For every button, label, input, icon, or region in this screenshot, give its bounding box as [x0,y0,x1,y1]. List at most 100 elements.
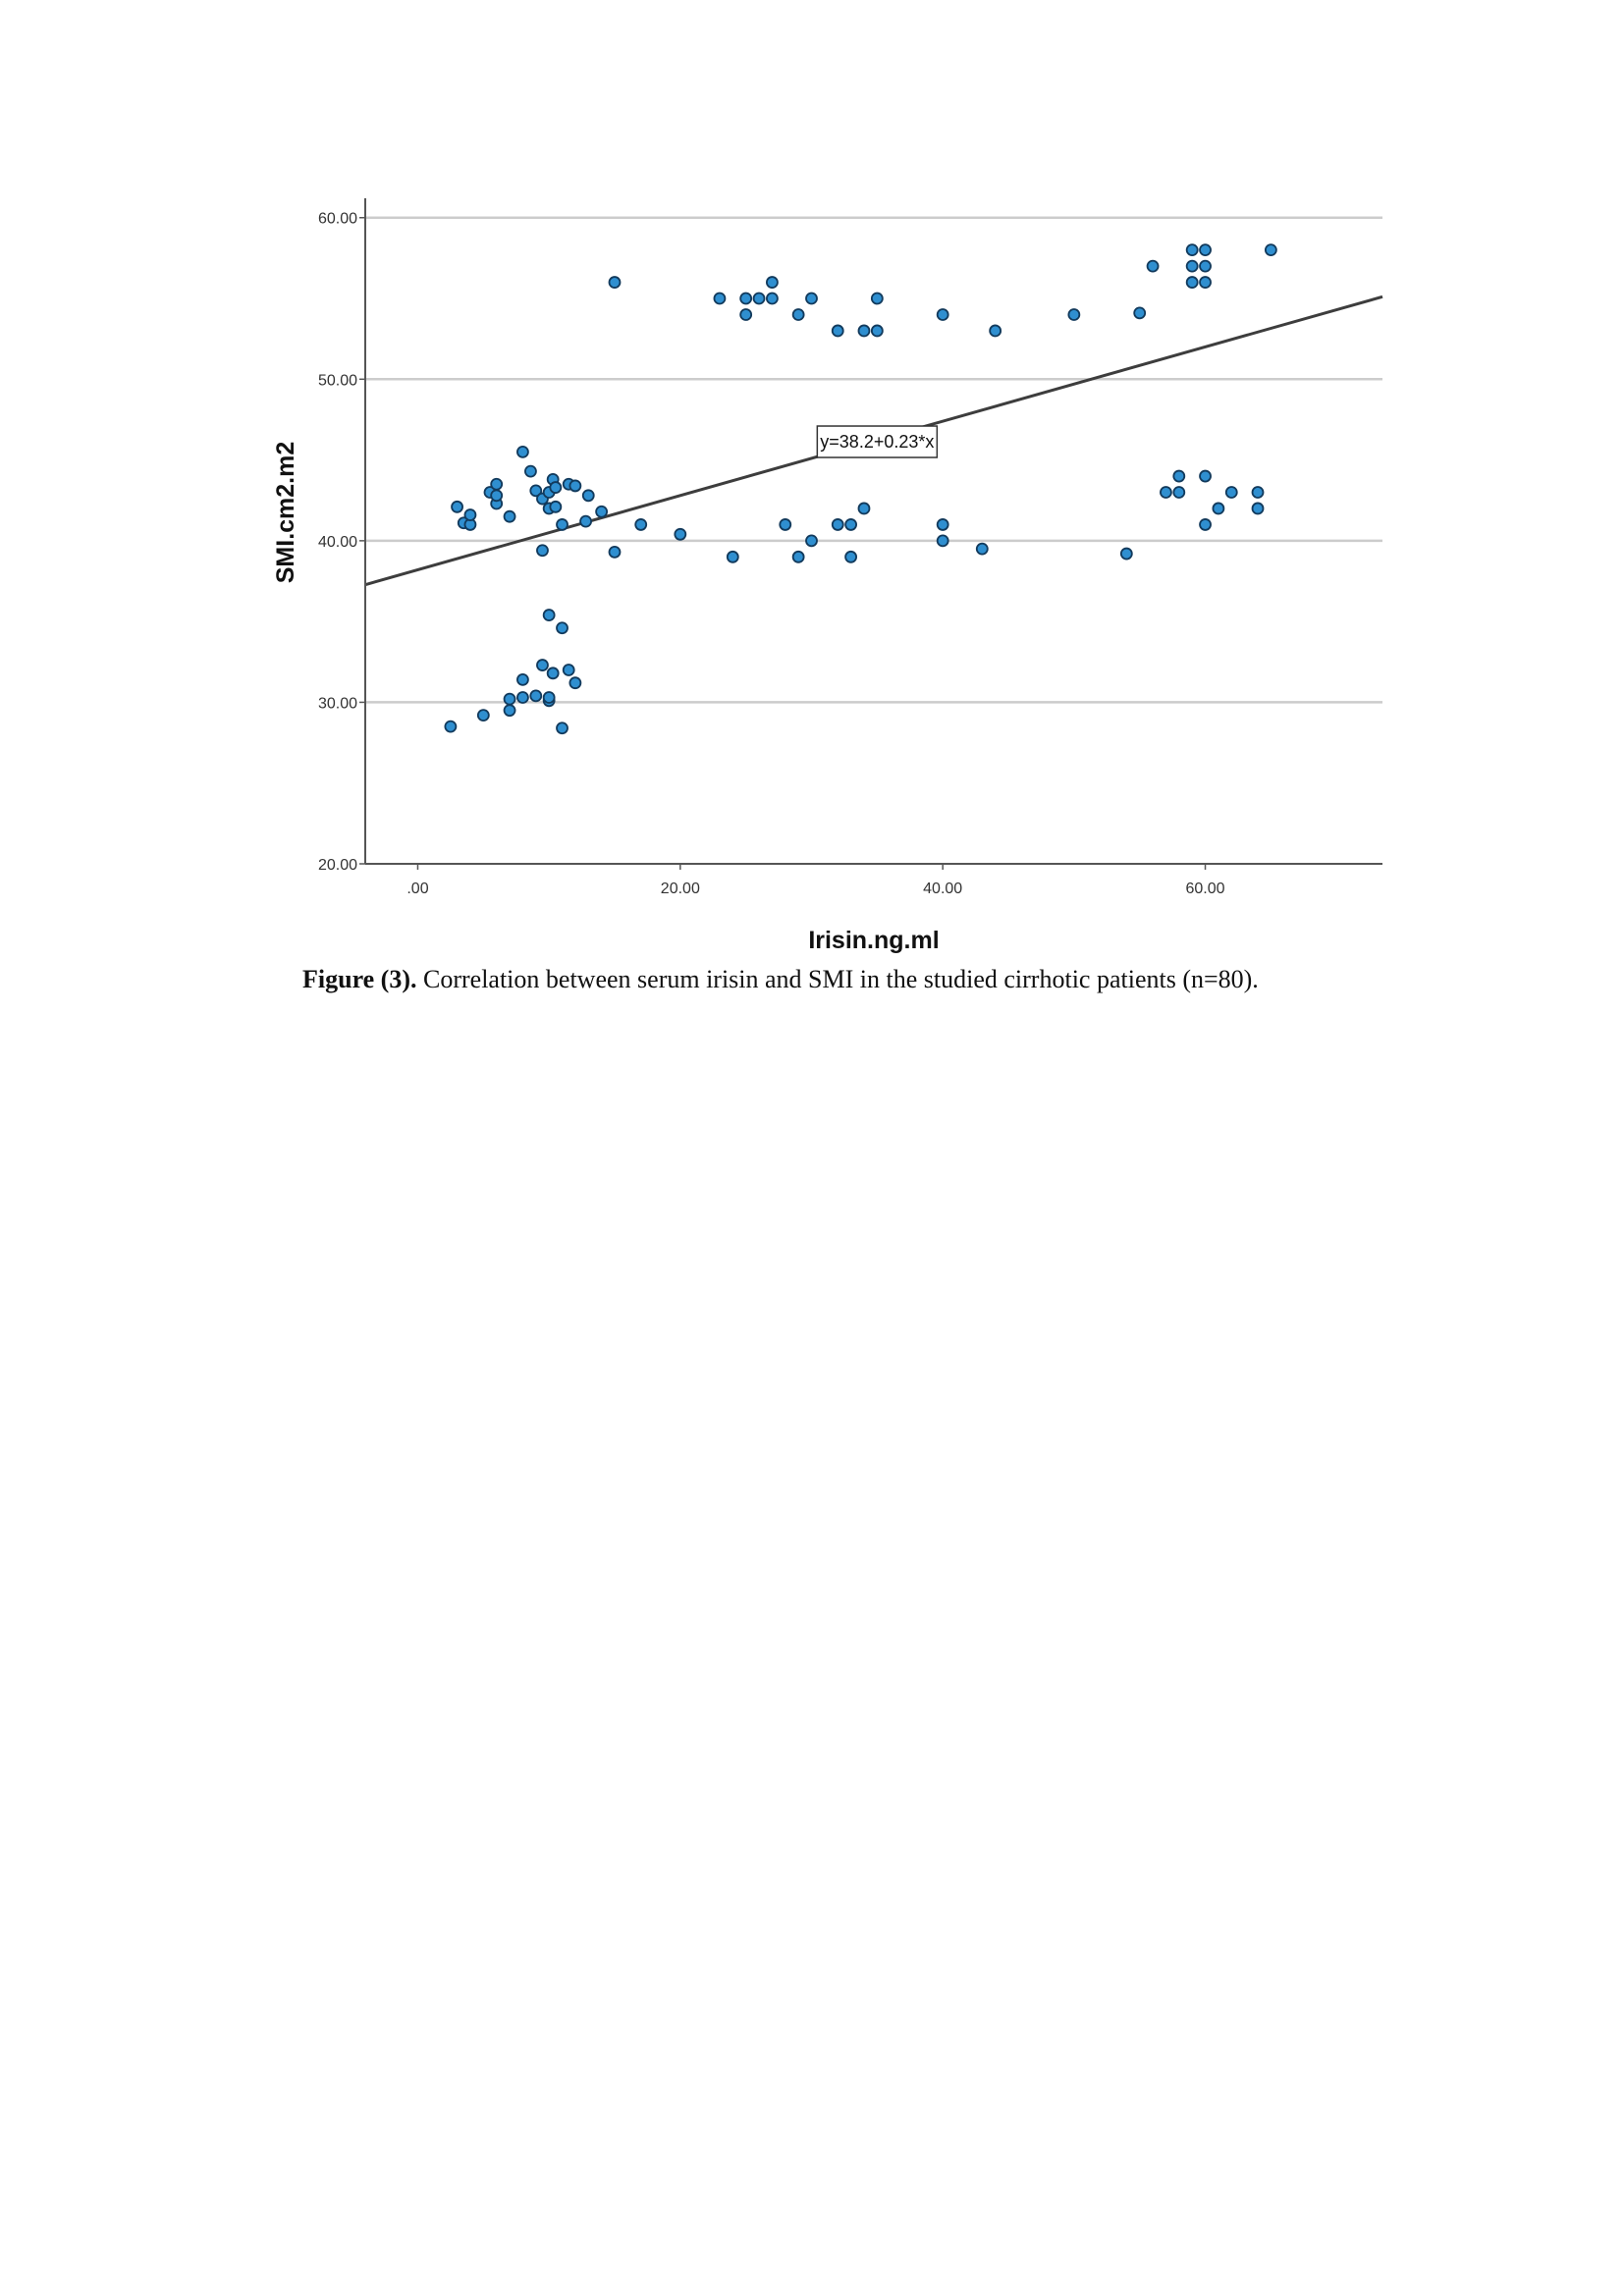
data-point [1251,502,1265,515]
data-points [444,243,1277,735]
data-point [739,308,753,321]
data-point [936,534,949,548]
y-tick-label: 40.00 [318,534,357,551]
y-tick-label: 60.00 [318,211,357,228]
data-point [529,689,543,703]
data-point [791,550,805,563]
data-point [451,500,463,513]
data-point [568,479,582,493]
data-point [536,544,549,558]
y-tick-label: 30.00 [318,695,357,712]
data-point [556,518,568,531]
data-point [546,667,560,680]
data-point [1119,547,1133,561]
data-point [1199,259,1212,273]
data-point [490,477,504,491]
data-point [752,292,766,305]
data-point [476,709,490,722]
data-point [1185,259,1199,273]
data-point [536,659,549,671]
data-point [1199,243,1212,257]
data-point [1172,469,1186,483]
tick-labels: 20.00 30.00 40.00 50.00 60.00 .00 20.00 40.00 60… [318,211,1225,897]
data-point [936,518,949,531]
gridlines [365,216,1382,704]
data-point [562,664,575,676]
data-point [713,292,727,305]
data-point [989,324,1002,338]
data-point [674,527,687,541]
x-tick-label: 20.00 [661,881,700,897]
data-point [936,308,949,321]
data-point [779,518,792,531]
data-point [1067,308,1081,321]
data-point [975,542,989,556]
data-point [1146,259,1160,273]
data-point [857,324,871,338]
figure-caption: Figure (3). Correlation between serum ir… [302,965,1481,994]
data-point [556,621,568,635]
data-point [1251,486,1265,499]
data-point [1199,469,1212,483]
data-point [516,672,529,686]
data-point [595,505,609,518]
data-point [766,292,779,305]
data-point [739,292,753,305]
data-point [1172,486,1186,499]
data-point [1160,486,1172,499]
data-point [1199,518,1212,531]
data-point [503,704,516,718]
data-point [503,692,516,706]
data-point [831,518,844,531]
data-point [524,464,537,478]
data-point [490,489,504,503]
data-point [726,550,739,563]
data-point [549,500,563,513]
data-point [1133,306,1147,320]
data-point [857,502,871,515]
data-point [529,484,543,498]
figure-caption-text: Correlation between serum irisin and SMI… [416,965,1259,993]
data-point [542,609,556,621]
figure-caption-label: Figure (3). [302,965,417,993]
data-point [581,489,595,503]
data-point [444,720,458,733]
data-point [568,676,582,690]
y-tick-label: 20.00 [318,857,357,874]
data-point [831,324,844,338]
data-point [844,518,858,531]
fit-equation-box [816,425,939,458]
data-point [1264,243,1277,257]
data-point [542,691,556,704]
data-point [1224,486,1238,499]
data-point [634,518,648,531]
y-tick-label: 50.00 [318,372,357,389]
data-point [805,534,818,548]
data-point [766,276,779,289]
x-tick-label: 60.00 [1186,881,1225,897]
data-point [805,292,818,305]
data-point [870,324,884,338]
data-point [844,550,858,563]
data-point [516,445,529,458]
data-point [549,481,563,494]
x-axis-title: Irisin.ng.ml [808,927,939,954]
data-point [579,514,592,528]
fit-equation-text: y=38.2+0.23*x [820,432,934,452]
data-point [463,508,477,521]
data-point [870,292,884,305]
data-point [608,545,622,559]
fit-equation-label: y=38.2+0.23*x [816,425,939,458]
data-point [1199,276,1212,289]
data-point [556,721,568,735]
data-point [1185,243,1199,257]
data-point [503,509,516,523]
data-point [608,276,622,289]
data-point [516,691,529,704]
x-tick-label: 40.00 [923,881,962,897]
x-tick-label: .00 [406,881,428,897]
data-point [1212,502,1225,515]
data-point [791,308,805,321]
y-axis-title: SMI.cm2.m2 [272,442,299,584]
